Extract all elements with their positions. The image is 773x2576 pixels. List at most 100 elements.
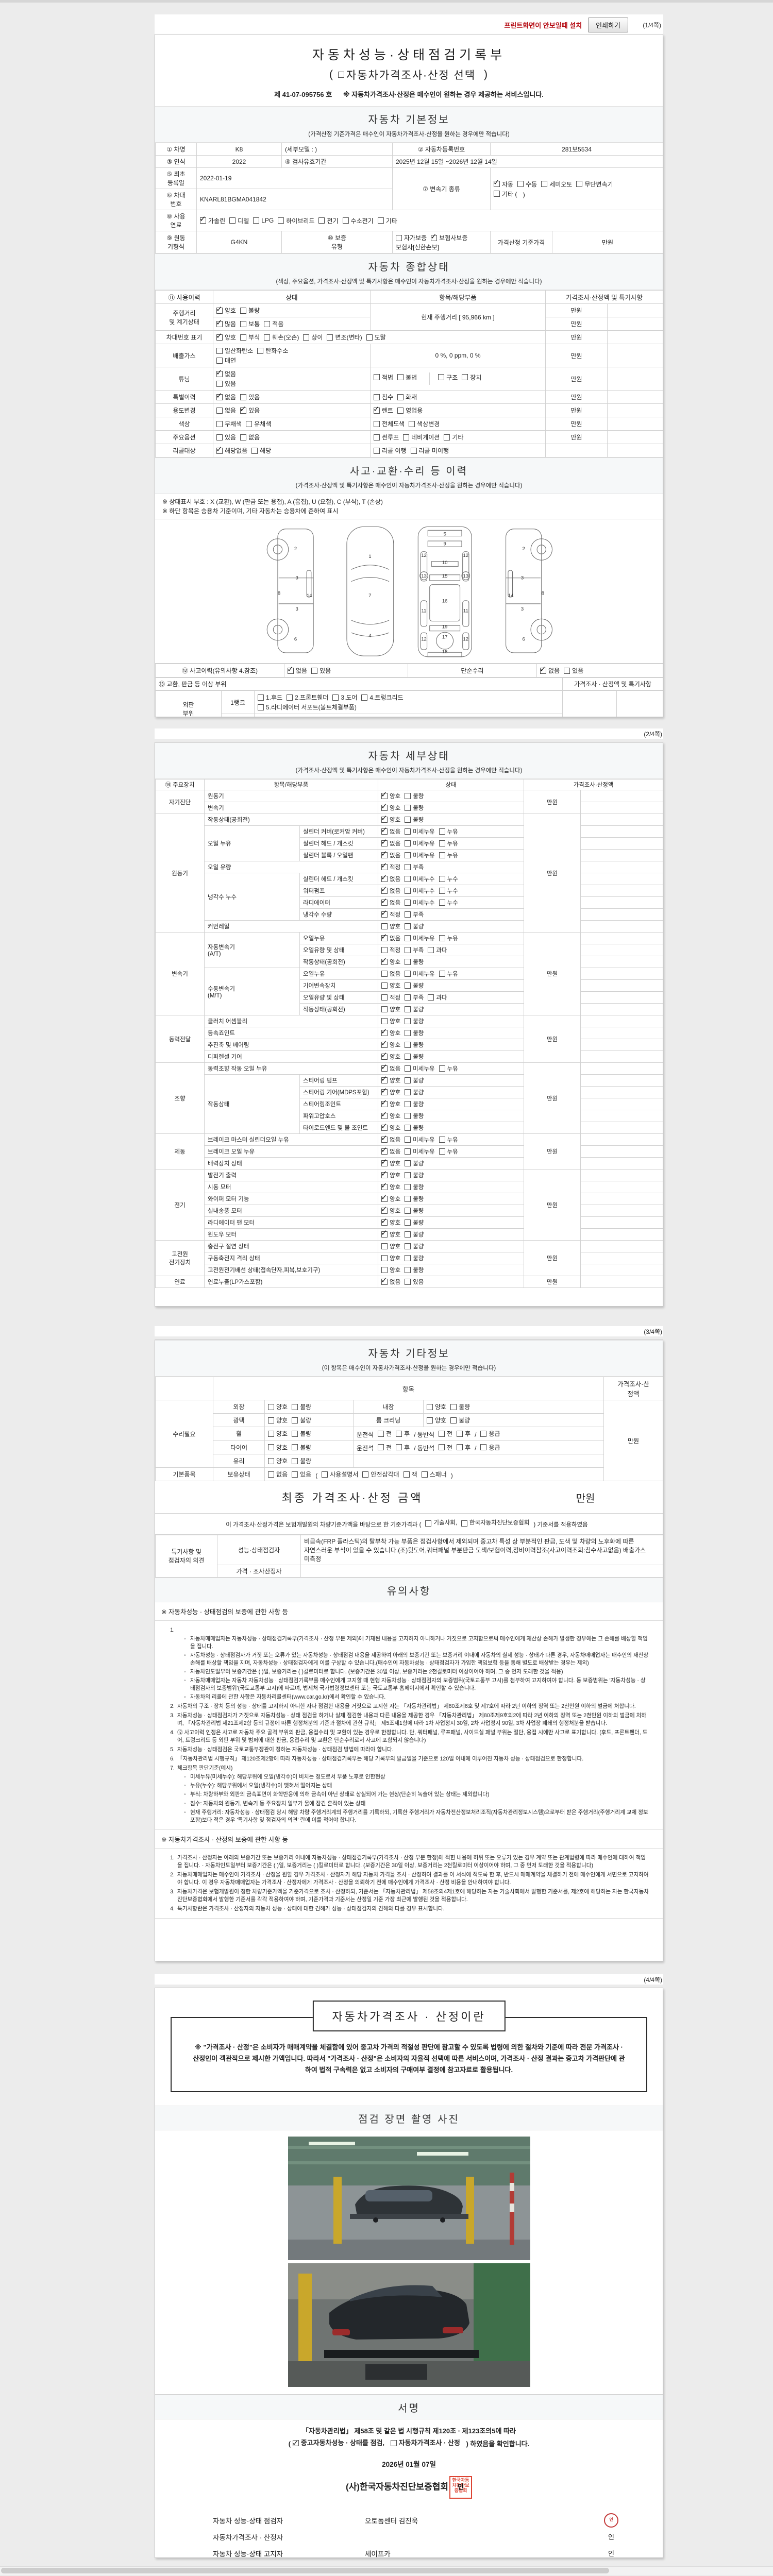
checkbox-option[interactable]: 양호 <box>216 331 236 342</box>
checkbox-option[interactable]: 양호 <box>216 304 236 315</box>
checkbox-option[interactable]: 전 <box>378 1429 392 1438</box>
checkbox-option[interactable]: 불량 <box>405 1207 424 1215</box>
checkbox-option[interactable]: 부족 <box>405 863 424 871</box>
checkbox-option[interactable]: 양호 <box>381 922 400 930</box>
checkbox-option[interactable]: 해당없음 <box>216 445 247 455</box>
checkbox-option[interactable]: 양호 <box>381 1039 400 1049</box>
checkbox-option[interactable]: 보험사보증 <box>430 232 467 242</box>
checkbox-option[interactable]: 양호 <box>381 790 400 800</box>
checkbox-option[interactable]: 없음 <box>540 665 560 675</box>
checkbox-option[interactable]: 양호 <box>381 1050 400 1061</box>
checkbox-option[interactable]: 불량 <box>405 792 424 800</box>
checkbox-option[interactable]: 자동 <box>493 178 513 189</box>
checkbox-option[interactable]: 없음 <box>381 849 400 859</box>
checkbox-option[interactable]: 적정 <box>381 946 400 954</box>
checkbox-option[interactable]: 구조 <box>438 373 458 382</box>
checkbox-option[interactable]: 미세누유 <box>405 934 435 942</box>
checkbox-option[interactable]: 가솔린 <box>199 214 225 225</box>
checkbox-option[interactable]: 양호 <box>268 1402 288 1411</box>
checkbox-option[interactable]: 불량 <box>405 1017 424 1025</box>
checkbox-option[interactable]: 불량 <box>240 306 260 315</box>
checkbox-option[interactable]: 미세누유 <box>405 970 435 978</box>
checkbox-option[interactable]: 적법 <box>374 373 393 382</box>
checkbox-option[interactable]: 기술사회, <box>425 1519 457 1528</box>
checkbox-option[interactable]: 없음 <box>381 1133 400 1144</box>
checkbox-option[interactable]: 불량 <box>405 1124 424 1132</box>
checkbox-option[interactable]: 불량 <box>405 1029 424 1037</box>
checkbox-option[interactable]: 무채색 <box>216 419 242 428</box>
checkbox-option[interactable]: 미세누유 <box>405 1064 435 1073</box>
checkbox-option[interactable]: 없음 <box>240 433 260 442</box>
checkbox-option[interactable]: 불량 <box>292 1416 311 1425</box>
checkbox-option[interactable]: 양호 <box>381 1027 400 1037</box>
checkbox-option[interactable]: 미세누유 <box>405 1147 435 1156</box>
checkbox-option[interactable]: 무단변속기 <box>576 180 613 189</box>
checkbox-option[interactable]: 없음 <box>381 970 400 978</box>
checkbox-option[interactable]: 수소전기 <box>342 216 374 225</box>
checkbox-option[interactable]: 불량 <box>405 1100 424 1108</box>
checkbox-option[interactable]: 없음 <box>381 825 400 836</box>
checkbox-option[interactable]: 불량 <box>405 1041 424 1049</box>
checkbox-option[interactable]: 색상변경 <box>409 419 440 428</box>
scrollbar-thumb[interactable] <box>1 2568 609 2573</box>
checkbox-option[interactable]: 과다 <box>428 946 447 954</box>
checkbox-option[interactable]: 있음 <box>216 379 236 388</box>
checkbox-option[interactable]: 응급 <box>480 1429 500 1438</box>
checkbox-option[interactable]: 6.쿼터패널(리어휀다) <box>258 716 321 717</box>
checkbox-option[interactable]: 불량 <box>405 1254 424 1262</box>
checkbox-option[interactable]: 전 <box>439 1443 452 1452</box>
checkbox-option[interactable]: 누유 <box>439 827 458 836</box>
checkbox-option[interactable]: 불량 <box>405 1112 424 1120</box>
checkbox-option[interactable]: 침수 <box>374 393 393 401</box>
checkbox-option[interactable]: 7.루프패널 <box>325 716 361 717</box>
checkbox-option[interactable]: 불량 <box>405 1171 424 1179</box>
checkbox-option[interactable]: 상이 <box>303 333 323 342</box>
checkbox-option[interactable]: 불량 <box>405 958 424 966</box>
checkbox-option[interactable]: 썬루프 <box>374 433 399 442</box>
checkbox-option[interactable]: 영업용 <box>397 406 423 415</box>
checkbox-option[interactable]: 변조(변타) <box>327 333 362 342</box>
checkbox-option[interactable]: 있음 <box>311 666 331 675</box>
checkbox-option[interactable]: 기타 <box>444 433 463 442</box>
checkbox-option[interactable]: 적정 <box>381 908 400 919</box>
checkbox-option[interactable]: 잭 <box>403 1470 417 1479</box>
checkbox-option[interactable]: 양호 <box>381 1228 400 1239</box>
checkbox-option[interactable]: 불량 <box>292 1443 311 1452</box>
checkbox-option[interactable]: 없음 <box>381 932 400 942</box>
checkbox-option[interactable]: 불량 <box>405 1242 424 1250</box>
checkbox-option[interactable]: 불량 <box>405 816 424 824</box>
checkbox-option[interactable]: 한국자동차진단보증협회 <box>461 1519 529 1528</box>
price-survey-checkbox[interactable]: 자동차가격조사 · 산정 <box>390 2437 460 2449</box>
checkbox-option[interactable]: 후 <box>457 1429 470 1438</box>
checkbox-option[interactable]: 5.라디에이터 서포트(볼트체결부품) <box>258 703 357 711</box>
checkbox-option[interactable]: 전 <box>378 1443 392 1452</box>
checkbox-option[interactable]: 양호 <box>381 981 400 990</box>
checkbox-option[interactable]: 자가보증 <box>396 233 427 242</box>
checkbox-option[interactable]: 양호 <box>381 1216 400 1227</box>
checkbox-option[interactable]: 불량 <box>405 1195 424 1203</box>
checkbox-option[interactable]: 누유 <box>439 851 458 859</box>
checkbox-option[interactable]: 양호 <box>381 1266 400 1274</box>
checkbox-option[interactable]: 불량 <box>405 1218 424 1227</box>
checkbox-option[interactable]: 미세누수 <box>405 875 435 883</box>
checkbox-option[interactable]: 전 <box>439 1429 452 1438</box>
checkbox-option[interactable]: 부식 <box>240 333 260 342</box>
checkbox-option[interactable]: 불량 <box>292 1402 311 1411</box>
checkbox-option[interactable]: 불량 <box>450 1402 470 1411</box>
checkbox-option[interactable]: 보통 <box>240 319 260 328</box>
checkbox-option[interactable]: 도말 <box>366 333 386 342</box>
checkbox-option[interactable]: 해당 <box>251 446 271 455</box>
checkbox-option[interactable]: 불량 <box>292 1456 311 1465</box>
checkbox-option[interactable]: 누수 <box>439 899 458 907</box>
checkbox-option[interactable]: 양호 <box>381 1098 400 1108</box>
checkbox-option[interactable]: 양호 <box>268 1456 288 1465</box>
horizontal-scrollbar[interactable] <box>0 2566 773 2575</box>
checkbox-option[interactable]: 기타 <box>377 216 397 225</box>
checkbox-option[interactable]: 누유 <box>439 1147 458 1156</box>
checkbox-option[interactable]: 양호 <box>268 1416 288 1425</box>
checkbox-option[interactable]: 기타 ( <box>494 190 517 198</box>
checkbox-option[interactable]: 없음 <box>381 885 400 895</box>
checkbox-option[interactable]: 미세누유 <box>405 1136 435 1144</box>
checkbox-option[interactable]: 부족 <box>405 993 424 1002</box>
checkbox-option[interactable]: 불량 <box>405 1076 424 1084</box>
